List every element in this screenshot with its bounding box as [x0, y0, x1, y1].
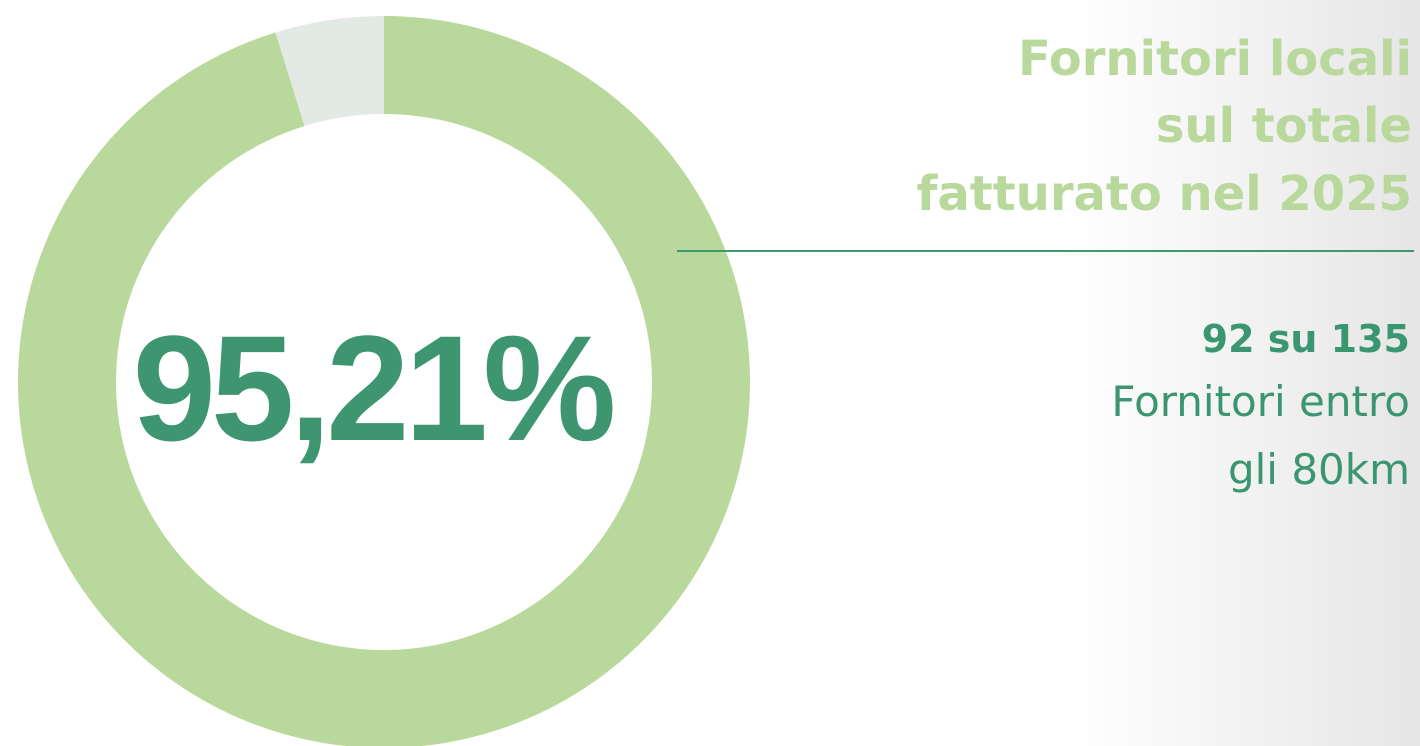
donut-segment: [275, 16, 384, 127]
title-line: Fornitori locali: [1018, 31, 1412, 87]
donut: [18, 16, 750, 746]
annotation: gli 80km: [1228, 445, 1410, 494]
title-line: sul totale: [1156, 98, 1412, 154]
annotation: Fornitori entro: [1111, 377, 1410, 426]
annotation: 92 su 135: [1202, 317, 1410, 361]
center-value: 95,21%: [133, 304, 613, 472]
title-line: fatturato nel 2025: [916, 166, 1412, 222]
